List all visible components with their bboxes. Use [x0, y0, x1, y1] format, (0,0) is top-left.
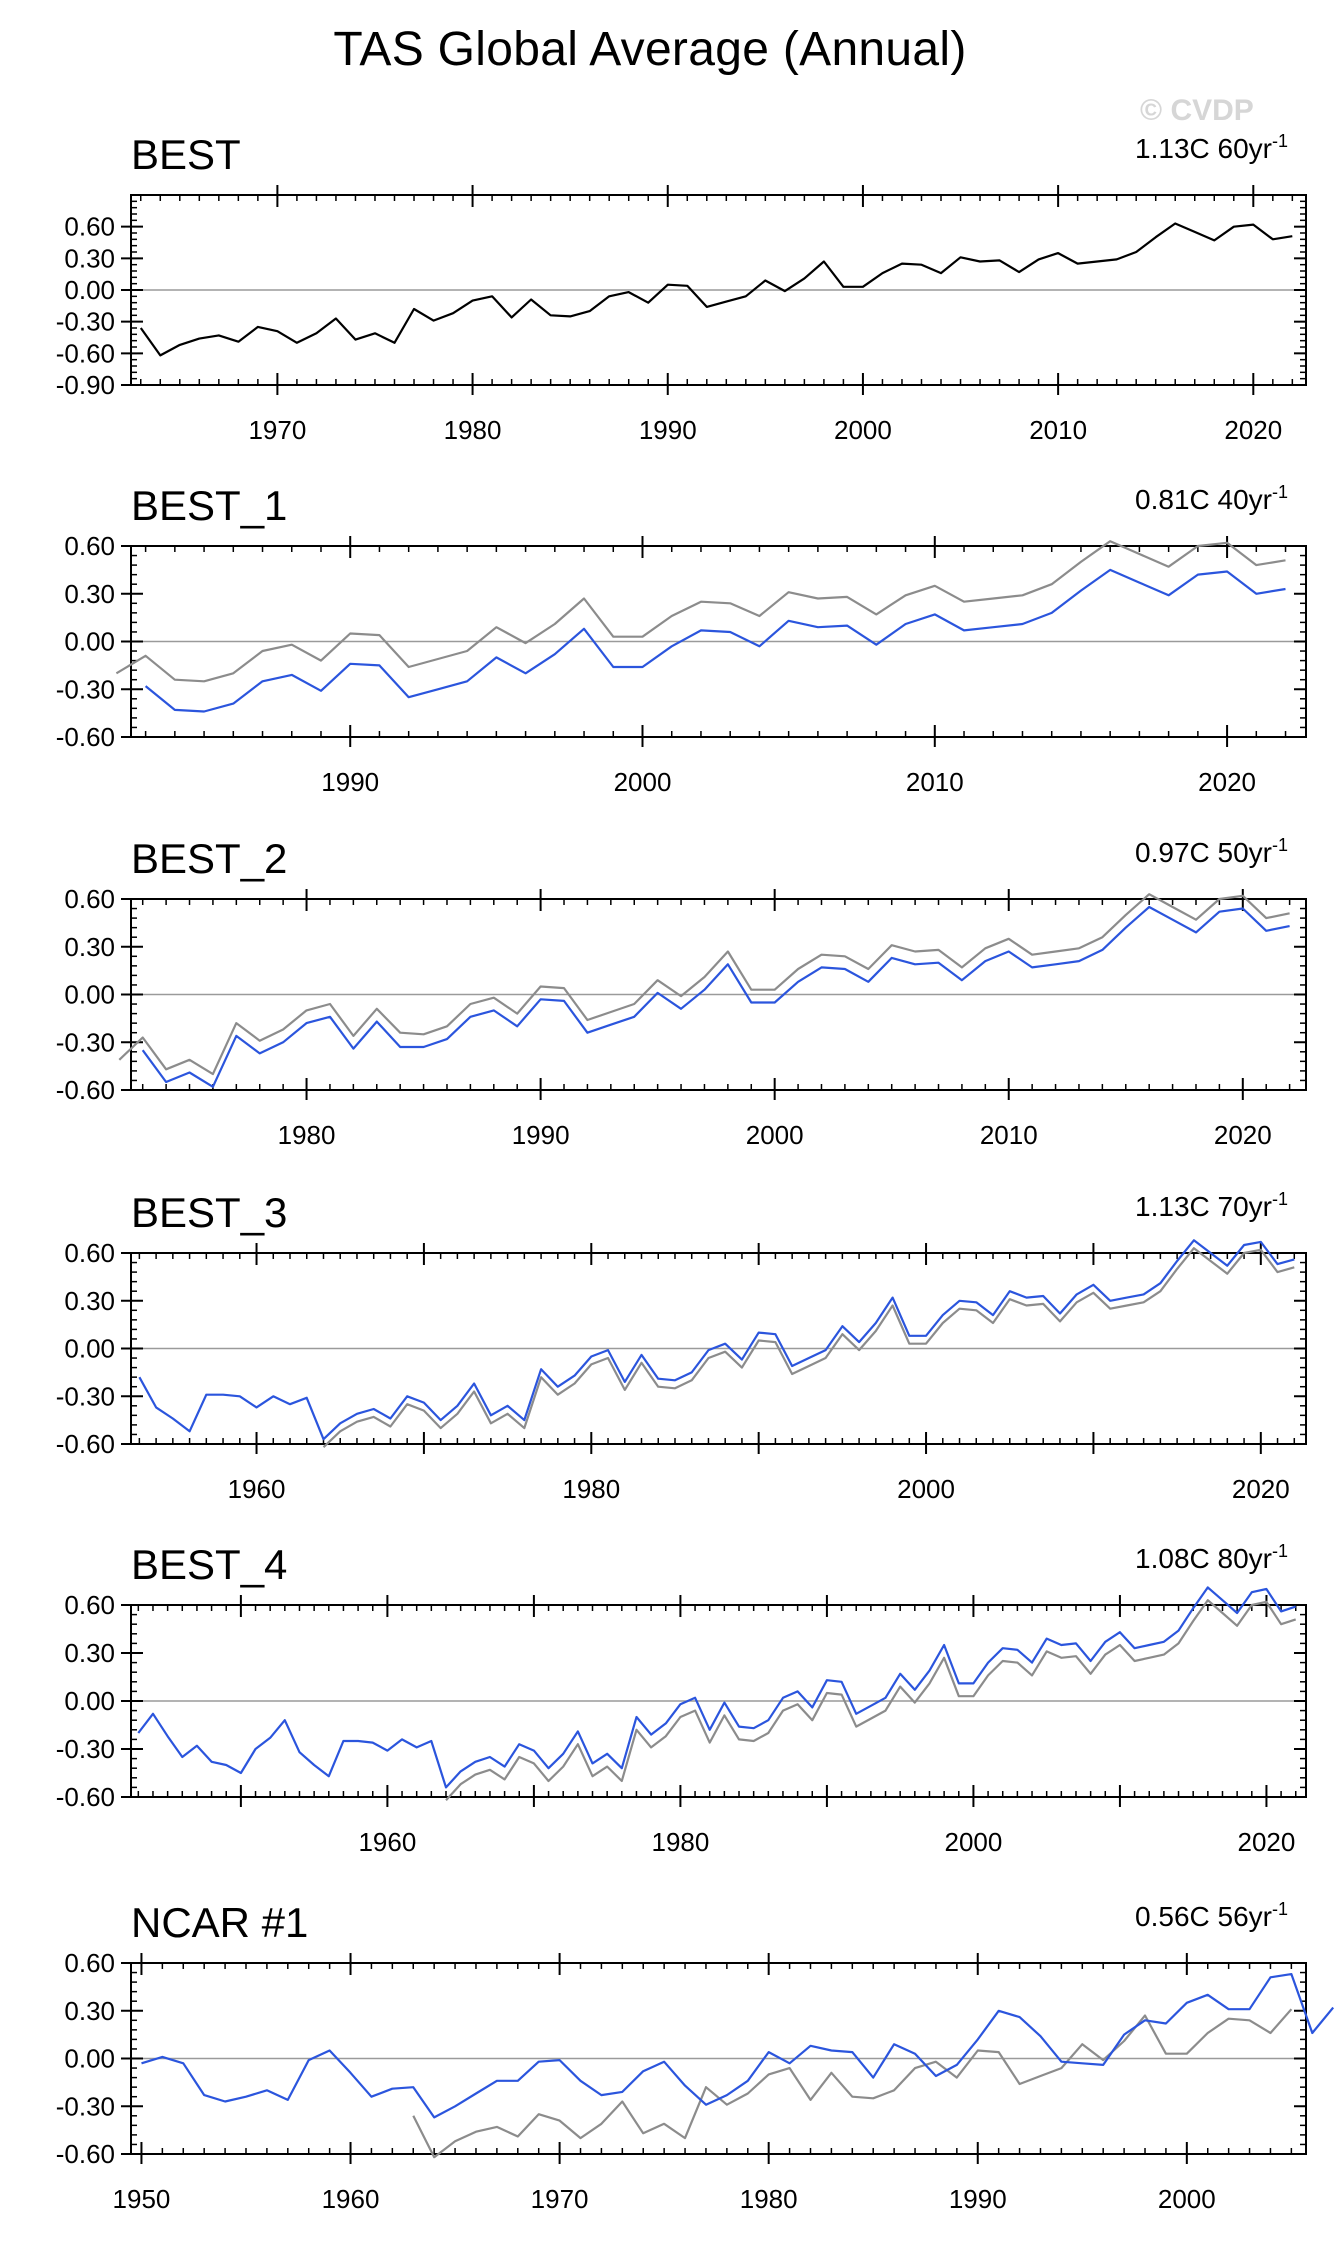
y-tick-label: 0.00 [64, 2044, 115, 2074]
y-tick-label: 0.30 [64, 579, 115, 609]
trend-label: 1.13C 70yr-1 [1135, 1189, 1288, 1222]
trend-label: 0.97C 50yr-1 [1135, 835, 1288, 868]
x-tick-label: 2000 [897, 1474, 955, 1504]
series-line-series [138, 1239, 1295, 1441]
y-tick-label: 0.60 [64, 884, 115, 914]
y-tick-label: 0.00 [64, 627, 115, 657]
y-tick-label: -0.90 [56, 370, 115, 400]
panel-title: BEST_1 [131, 482, 287, 529]
panel-title: BEST_3 [131, 1189, 287, 1236]
x-tick-label: 2020 [1238, 1827, 1296, 1857]
x-tick-label: 1960 [228, 1474, 286, 1504]
x-tick-label: 1990 [639, 415, 697, 445]
y-tick-label: -0.60 [56, 722, 115, 752]
y-tick-label: 0.30 [64, 932, 115, 962]
x-tick-label: 2020 [1232, 1474, 1290, 1504]
x-tick-label: 1960 [358, 1827, 416, 1857]
cvdp-watermark: © CVDP [1140, 94, 1254, 127]
y-tick-label: 0.30 [64, 243, 115, 273]
x-tick-label: 1990 [512, 1120, 570, 1150]
series-line-reference [445, 1599, 1297, 1801]
y-tick-label: 0.60 [64, 1238, 115, 1268]
y-tick-label: -0.30 [56, 674, 115, 704]
y-tick-label: -0.60 [56, 338, 115, 368]
x-tick-label: 2010 [1029, 415, 1087, 445]
panel-title: BEST_4 [131, 1541, 287, 1588]
chart-panel: BEST_2 0.97C 50yr-1 0.60 0.30 0.00 -0.30 -0.60… [56, 835, 1307, 1150]
x-tick-label: 2000 [614, 767, 672, 797]
x-tick-label: 2000 [945, 1827, 1003, 1857]
x-tick-label: 1980 [651, 1827, 709, 1857]
chart-panel: BEST_3 1.13C 70yr-1 0.60 0.30 0.00 -0.30 -0.60… [56, 1189, 1307, 1504]
y-tick-label: 0.60 [64, 212, 115, 242]
panel-title: BEST [131, 131, 241, 178]
x-tick-label: 1950 [113, 2184, 171, 2214]
y-tick-label: 0.00 [64, 980, 115, 1010]
x-tick-label: 1970 [531, 2184, 589, 2214]
x-tick-label: 1980 [444, 415, 502, 445]
y-tick-label: 0.60 [64, 1590, 115, 1620]
y-tick-label: -0.30 [56, 1734, 115, 1764]
trend-label: 1.08C 80yr-1 [1135, 1541, 1288, 1574]
y-tick-label: 0.30 [64, 1286, 115, 1316]
x-tick-label: 2020 [1214, 1120, 1272, 1150]
y-tick-label: -0.60 [56, 1429, 115, 1459]
x-tick-label: 2020 [1198, 767, 1256, 797]
trend-label: 0.56C 56yr-1 [1135, 1899, 1288, 1932]
y-tick-label: -0.30 [56, 2091, 115, 2121]
y-tick-label: -0.60 [56, 1782, 115, 1812]
x-tick-label: 1970 [248, 415, 306, 445]
series-line-series [137, 1586, 1297, 1789]
series-line-observed [139, 222, 1293, 357]
x-tick-label: 1960 [322, 2184, 380, 2214]
series-line-series [141, 905, 1290, 1088]
y-tick-label: 0.60 [64, 531, 115, 561]
x-tick-label: 1990 [321, 767, 379, 797]
series-line-reference [118, 893, 1290, 1076]
x-tick-label: 2020 [1224, 415, 1282, 445]
y-tick-label: 0.00 [64, 275, 115, 305]
x-tick-label: 2000 [746, 1120, 804, 1150]
panel-title: BEST_2 [131, 835, 287, 882]
series-line-reference [115, 540, 1286, 683]
y-tick-label: -0.30 [56, 1381, 115, 1411]
trend-label: 1.13C 60yr-1 [1135, 131, 1288, 164]
y-tick-label: 0.30 [64, 1996, 115, 2026]
chart-panel: BEST 1.13C 60yr-1 0.600.300.00-0.30-0.60-0… [56, 131, 1307, 445]
panel-title: NCAR #1 [131, 1899, 308, 1946]
y-tick-label: 0.00 [64, 1686, 115, 1716]
x-tick-label: 2010 [906, 767, 964, 797]
y-tick-label: -0.60 [56, 2139, 115, 2169]
trend-label: 0.81C 40yr-1 [1135, 482, 1288, 515]
y-tick-label: -0.60 [56, 1075, 115, 1105]
x-tick-label: 1990 [949, 2184, 1007, 2214]
figure-title: TAS Global Average (Annual) [333, 23, 967, 76]
x-tick-label: 1980 [740, 2184, 798, 2214]
y-tick-label: 0.00 [64, 1334, 115, 1364]
chart-panel: NCAR #1 0.56C 56yr-1 0.60 0.30 0.00 -0.30 -0.6… [56, 1899, 1335, 2214]
chart-panel: BEST_4 1.08C 80yr-1 0.60 0.30 0.00 -0.30 -0.60… [56, 1541, 1307, 1857]
x-tick-label: 1980 [562, 1474, 620, 1504]
x-tick-label: 1980 [278, 1120, 336, 1150]
y-tick-label: 0.30 [64, 1638, 115, 1668]
series-line-reference [322, 1247, 1295, 1448]
y-tick-label: 0.60 [64, 1948, 115, 1978]
y-tick-label: -0.30 [56, 1027, 115, 1057]
series-line-series [144, 568, 1286, 713]
x-tick-label: 2000 [1158, 2184, 1216, 2214]
chart-panel: BEST_1 0.81C 40yr-1 0.60 0.30 0.00 -0.30 -0.60… [56, 482, 1307, 797]
x-tick-label: 2010 [980, 1120, 1038, 1150]
series-line-reference [412, 2008, 1293, 2159]
x-tick-label: 2000 [834, 415, 892, 445]
series-line-series [141, 1972, 1335, 2119]
y-tick-label: -0.30 [56, 307, 115, 337]
